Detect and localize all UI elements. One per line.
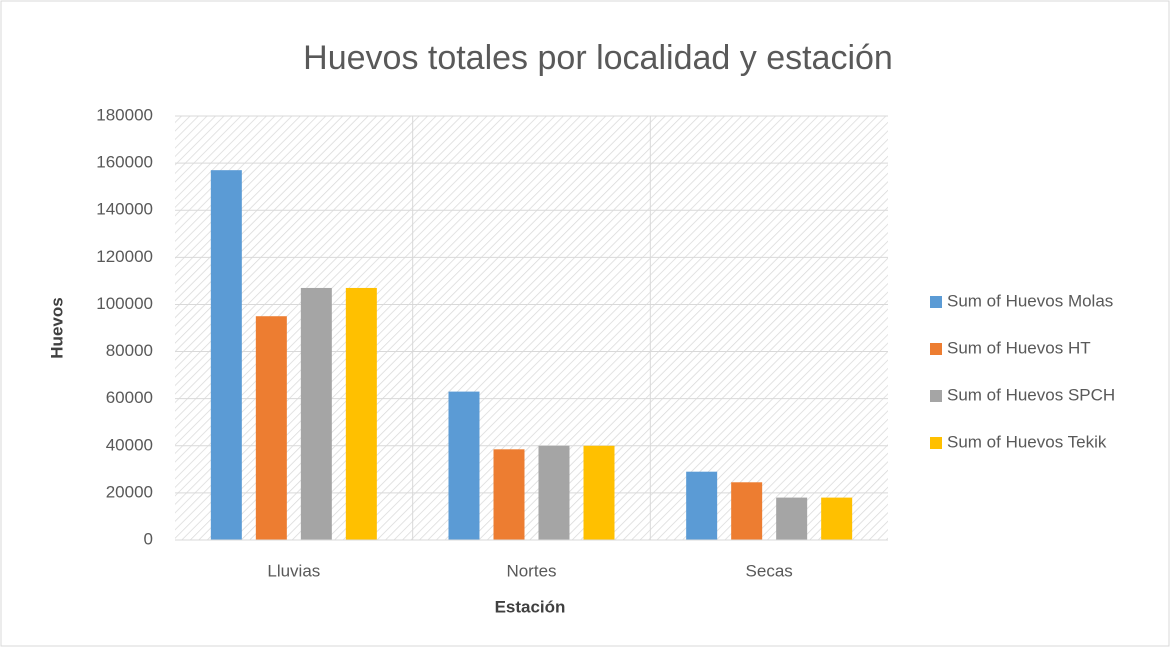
legend-label: Sum of Huevos SPCH	[947, 385, 1115, 404]
y-tick-label: 60000	[106, 388, 153, 407]
legend-label: Sum of Huevos HT	[947, 338, 1091, 357]
y-tick-label: 80000	[106, 341, 153, 360]
y-tick-label: 40000	[106, 435, 153, 454]
bar	[776, 497, 808, 540]
plot-area	[175, 116, 888, 540]
bar	[731, 482, 763, 540]
bar	[300, 287, 332, 540]
y-tick-label: 20000	[106, 482, 153, 501]
bar	[448, 391, 480, 540]
y-tick-label: 100000	[96, 294, 153, 313]
x-tick-label: Nortes	[506, 561, 556, 580]
bar	[583, 445, 615, 540]
y-tick-label: 140000	[96, 200, 153, 219]
bar	[345, 287, 377, 540]
legend-swatch	[930, 296, 942, 308]
x-tick-label: Lluvias	[267, 561, 320, 580]
legend-swatch	[930, 437, 942, 449]
legend-label: Sum of Huevos Molas	[947, 291, 1113, 310]
y-tick-label: 0	[144, 529, 153, 548]
bar	[493, 449, 525, 540]
bar	[686, 471, 718, 540]
y-tick-label: 180000	[96, 105, 153, 124]
bar	[538, 445, 570, 540]
y-axis-label: Huevos	[47, 297, 66, 358]
y-tick-label: 120000	[96, 247, 153, 266]
bar	[821, 497, 853, 540]
bar	[255, 316, 287, 540]
legend-swatch	[930, 343, 942, 355]
chart-title: Huevos totales por localidad y estación	[303, 39, 893, 77]
y-tick-label: 160000	[96, 153, 153, 172]
x-tick-label: Secas	[746, 561, 793, 580]
legend-label: Sum of Huevos Tekik	[947, 432, 1107, 451]
legend-swatch	[930, 390, 942, 402]
x-axis-label: Estación	[495, 597, 566, 616]
bar	[210, 170, 242, 540]
